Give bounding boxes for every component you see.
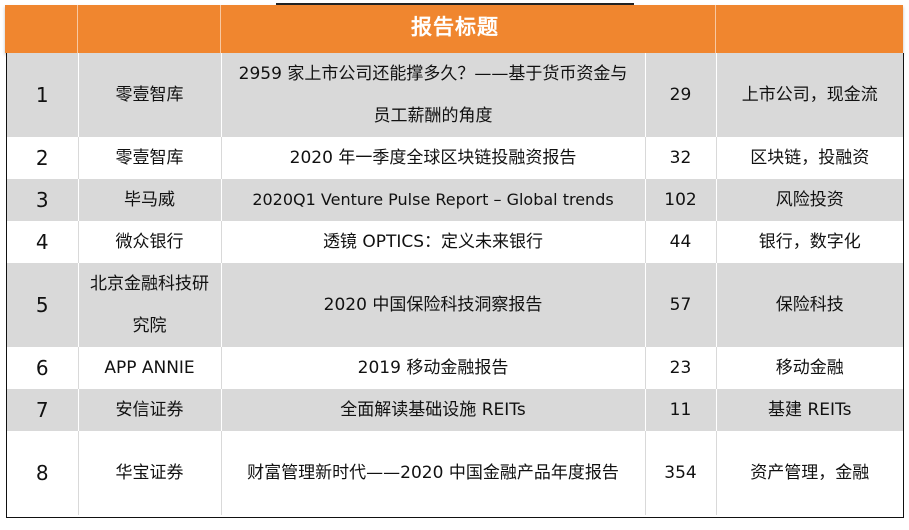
- row-org: 北京金融科技研究院: [78, 263, 222, 347]
- row-org: APP ANNIE: [78, 347, 222, 389]
- table-header-bar: [5, 5, 903, 53]
- row-title: 财富管理新时代——2020 中国金融产品年度报告: [221, 431, 646, 515]
- table-row: 2 零壹智库 2020 年一季度全球区块链投融资报告 32 区块链，投融资: [7, 137, 903, 179]
- table-row: 1 零壹智库 2959 家上市公司还能撑多久？——基于货币资金与员工薪酬的角度 …: [7, 53, 903, 137]
- row-number: 8: [7, 431, 79, 515]
- table-row: 7 安信证券 全面解读基础设施 REITs 11 基建 REITs: [7, 389, 903, 431]
- row-number: 3: [7, 179, 79, 221]
- row-pages: 32: [645, 137, 717, 179]
- table-row: 6 APP ANNIE 2019 移动金融报告 23 移动金融: [7, 347, 903, 389]
- row-tags: 基建 REITs: [716, 389, 903, 431]
- row-tags: 保险科技: [716, 263, 903, 347]
- row-number: 2: [7, 137, 79, 179]
- row-tags: 区块链，投融资: [716, 137, 903, 179]
- row-tags: 上市公司，现金流: [716, 53, 903, 137]
- row-org: 毕马威: [78, 179, 222, 221]
- row-tags: 风险投资: [716, 179, 903, 221]
- row-title: 全面解读基础设施 REITs: [221, 389, 646, 431]
- row-tags: 资产管理，金融: [716, 431, 903, 515]
- row-org: 微众银行: [78, 221, 222, 263]
- header-top-line: [276, 3, 634, 5]
- row-pages: 57: [645, 263, 717, 347]
- row-tags: 银行，数字化: [716, 221, 903, 263]
- table-row: 3 毕马威 2020Q1 Venture Pulse Report – Glob…: [7, 179, 903, 221]
- row-number: 1: [7, 53, 79, 137]
- row-org: 零壹智库: [78, 137, 222, 179]
- report-table: 1 零壹智库 2959 家上市公司还能撑多久？——基于货币资金与员工薪酬的角度 …: [7, 53, 903, 515]
- table-row: 8 华宝证券 财富管理新时代——2020 中国金融产品年度报告 354 资产管理…: [7, 431, 903, 515]
- row-number: 4: [7, 221, 79, 263]
- row-title: 2020Q1 Venture Pulse Report – Global tre…: [221, 179, 646, 221]
- row-pages: 23: [645, 347, 717, 389]
- table-row: 4 微众银行 透镜 OPTICS：定义未来银行 44 银行，数字化: [7, 221, 903, 263]
- row-pages: 354: [645, 431, 717, 515]
- row-number: 7: [7, 389, 79, 431]
- header-title: 报告标题: [411, 15, 499, 39]
- row-pages: 102: [645, 179, 717, 221]
- row-title: 2020 中国保险科技洞察报告: [221, 263, 646, 347]
- row-title: 2959 家上市公司还能撑多久？——基于货币资金与员工薪酬的角度: [221, 53, 646, 137]
- header-cell-org: [78, 5, 221, 53]
- row-tags: 移动金融: [716, 347, 903, 389]
- row-number: 6: [7, 347, 79, 389]
- row-pages: 29: [645, 53, 717, 137]
- table-row: 5 北京金融科技研究院 2020 中国保险科技洞察报告 57 保险科技: [7, 263, 903, 347]
- row-pages: 44: [645, 221, 717, 263]
- row-pages: 11: [645, 389, 717, 431]
- row-number: 5: [7, 263, 79, 347]
- header-cell-no: [7, 5, 78, 53]
- row-org: 安信证券: [78, 389, 222, 431]
- row-org: 零壹智库: [78, 53, 222, 137]
- row-title: 透镜 OPTICS：定义未来银行: [221, 221, 646, 263]
- row-org: 华宝证券: [78, 431, 222, 515]
- header-cell-pages: [645, 5, 716, 53]
- row-title: 2020 年一季度全球区块链投融资报告: [221, 137, 646, 179]
- row-title: 2019 移动金融报告: [221, 347, 646, 389]
